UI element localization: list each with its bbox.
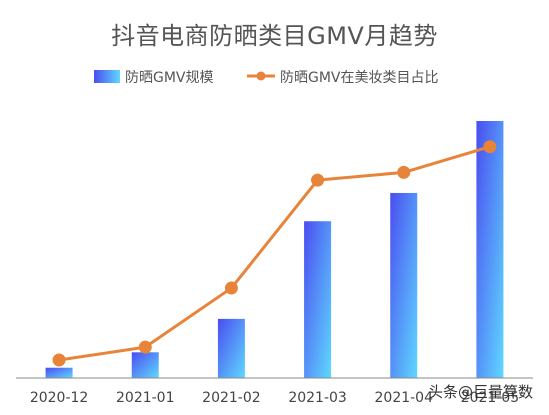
- line-series: [52, 140, 497, 367]
- line-point-2021-03: [311, 173, 325, 187]
- legend-line-label: 防晒GMV在美妆类目占比: [280, 70, 439, 86]
- bar-2021-05: [476, 121, 504, 378]
- bar-2021-03: [304, 221, 332, 378]
- x-axis-ticks: 2020-12 2021-01 2021-02 2021-03 2021-04 2021-…: [30, 390, 519, 406]
- bar-2021-01: [131, 352, 159, 378]
- line-path: [58, 145, 491, 362]
- legend-bar-swatch: [94, 70, 120, 83]
- x-tick-label: 2021-03: [288, 390, 347, 406]
- watermark: 头条@巨量算数: [428, 383, 534, 401]
- x-tick-label: 2021-01: [116, 390, 175, 406]
- line-point-2021-01: [138, 340, 152, 354]
- legend-bar-label: 防晒GMV规模: [125, 70, 214, 86]
- bar-series: [45, 121, 504, 378]
- x-tick-label: 2020-12: [30, 390, 89, 406]
- bar-2021-04: [390, 192, 418, 378]
- x-tick-label: 2021-05: [461, 390, 520, 406]
- bar-2020-12: [45, 367, 73, 378]
- chart-title: 抖音电商防晒类目GMV月趋势: [111, 22, 438, 50]
- line-point-2020-12: [52, 353, 66, 367]
- x-tick-label: 2021-02: [202, 390, 261, 406]
- x-tick-label: 2021-04: [375, 390, 434, 406]
- line-point-2021-05: [483, 140, 497, 154]
- bar-2021-02: [217, 318, 245, 378]
- line-point-2021-02: [224, 281, 238, 295]
- line-point-2021-04: [397, 165, 411, 179]
- legend-line-marker: [256, 71, 266, 81]
- legend: 防晒GMV规模 防晒GMV在美妆类目占比: [94, 70, 439, 86]
